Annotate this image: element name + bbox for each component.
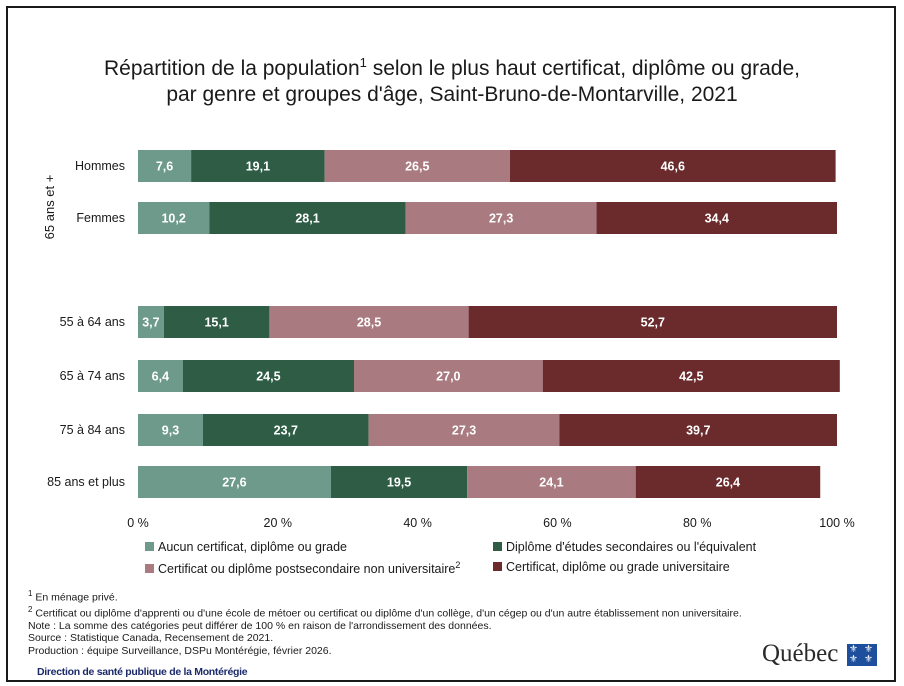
data-label: 27,0 [436, 370, 460, 384]
data-label: 28,5 [357, 316, 381, 330]
bar-segment [138, 150, 192, 182]
quebec-logo: Québec [762, 640, 839, 667]
data-label: 7,6 [156, 160, 173, 174]
data-label: 15,1 [204, 316, 228, 330]
dsp-signature: Direction de santé publique de la Montér… [37, 666, 248, 678]
footnote-1-text: En ménage privé. [32, 591, 118, 604]
fleur-de-lis-flag-icon: ⚜ ⚜ ⚜ ⚜ [847, 644, 877, 666]
bar-segment [138, 414, 204, 446]
title-line2: par genre et groupes d'âge, Saint-Bruno-… [166, 83, 738, 106]
data-label: 42,5 [679, 370, 703, 384]
bar-segment [635, 466, 821, 498]
x-tick-label: 100 % [819, 516, 854, 530]
data-label: 3,7 [142, 316, 159, 330]
bar-segment [368, 414, 560, 446]
legend-swatch [145, 542, 154, 551]
x-tick-label: 80 % [683, 516, 712, 530]
legend-label: Certificat, diplôme ou grade universitai… [506, 560, 730, 574]
bar-segment [559, 414, 837, 446]
bar-segment [330, 466, 468, 498]
x-tick-label: 40 % [403, 516, 432, 530]
x-axis-ticks: 0 % 20 % 40 % 60 % 80 % 100 % [127, 516, 855, 530]
category-label: 55 à 64 ans [60, 315, 125, 329]
title-line1-rest: selon le plus haut certificat, diplôme o… [366, 57, 800, 80]
title-line1-main: Répartition de la population [103, 57, 360, 80]
category-labels: Hommes Femmes 55 à 64 ans 65 à 74 ans 75 à 8… [47, 159, 125, 489]
footnote-1: 1 En ménage privé. [28, 588, 742, 604]
footnote-2-mark: 2 [28, 604, 33, 614]
data-label: 23,7 [274, 424, 298, 438]
bar-segment [191, 150, 325, 182]
data-label: 26,4 [716, 476, 740, 490]
footnote-2: 2 Certificat ou diplôme d'apprenti ou d'… [28, 604, 742, 620]
footnote-2-text: Certificat ou diplôme d'apprenti ou d'un… [32, 607, 742, 620]
chart-frame [6, 6, 896, 682]
data-label: 34,4 [705, 212, 729, 226]
bar-segment [163, 306, 270, 338]
note-source: Source : Statistique Canada, Recensement… [28, 632, 274, 645]
footnotes: 1 En ménage privé. 2 Certificat ou diplô… [28, 588, 742, 657]
data-label: 27,3 [489, 212, 513, 226]
legend-swatch [145, 564, 154, 574]
legend-label: Certificat ou diplôme postsecondaire non… [158, 562, 456, 577]
legend-footnote-mark: 2 [455, 560, 461, 570]
legend-item-aucun: Aucun certificat, diplôme ou grade [145, 540, 347, 554]
note-rounding: Note : La somme des catégories peut diff… [28, 619, 492, 632]
note-production: Production : équipe Surveillance, DSPu M… [28, 644, 332, 657]
x-tick-label: 20 % [264, 516, 293, 530]
footnote-1-mark: 1 [28, 589, 33, 598]
bar-segment [509, 150, 836, 182]
bars-layer: 7,6 19,1 26,5 46,6 10,2 28,1 27,3 34,4 3,7 15,1 28… [138, 150, 840, 498]
data-label: 19,5 [387, 476, 411, 490]
chart-title: Répartition de la population1 selon le p… [0, 50, 904, 108]
x-tick-label: 0 % [127, 516, 149, 530]
data-label: 46,6 [661, 160, 685, 174]
category-label: 75 à 84 ans [60, 423, 125, 437]
legend-label: Aucun certificat, diplôme ou grade [158, 540, 347, 554]
data-label: 27,6 [222, 476, 246, 490]
bar-segment [138, 360, 183, 392]
title-footnote-mark: 1 [359, 55, 367, 70]
data-label: 24,5 [256, 370, 280, 384]
data-label: 19,1 [246, 160, 270, 174]
bar-segment [324, 150, 510, 182]
data-label: 52,7 [641, 316, 665, 330]
data-label: 26,5 [405, 160, 429, 174]
bar-segment [182, 360, 354, 392]
legend-item-secondaire: Diplôme d'études secondaires ou l'équiva… [493, 540, 756, 554]
bar-segment [468, 306, 837, 338]
category-label: 65 à 74 ans [60, 369, 125, 383]
legend-swatch [493, 562, 502, 571]
category-label: Femmes [76, 211, 125, 225]
data-label: 27,3 [452, 424, 476, 438]
data-label: 9,3 [162, 424, 179, 438]
bar-segment [596, 202, 837, 234]
group-label-65-plus: 65 ans et + [42, 175, 57, 240]
x-tick-label: 60 % [543, 516, 572, 530]
bar-segment [209, 202, 406, 234]
bar-segment [138, 306, 164, 338]
data-label: 28,1 [295, 212, 319, 226]
legend-swatch [493, 542, 502, 551]
legend-label: Diplôme d'études secondaires ou l'équiva… [506, 540, 757, 554]
data-label: 24,1 [539, 476, 563, 490]
bar-segment [353, 360, 543, 392]
bar-segment [203, 414, 369, 446]
bar-segment [269, 306, 469, 338]
category-label: Hommes [75, 159, 125, 173]
bar-segment [138, 466, 331, 498]
legend-item-universitaire: Certificat, diplôme ou grade universitai… [493, 560, 730, 574]
bar-segment [542, 360, 840, 392]
bar-segment [405, 202, 597, 234]
legend-item-postsecondaire: Certificat ou diplôme postsecondaire non… [145, 560, 460, 576]
stacked-bar-chart: 7,6 19,1 26,5 46,6 10,2 28,1 27,3 34,4 3,7 15,1 28… [42, 150, 855, 530]
bar-segment [138, 202, 210, 234]
data-label: 6,4 [152, 370, 169, 384]
data-label: 10,2 [161, 212, 185, 226]
data-label: 39,7 [686, 424, 710, 438]
category-label: 85 ans et plus [47, 475, 125, 489]
bar-segment [467, 466, 636, 498]
